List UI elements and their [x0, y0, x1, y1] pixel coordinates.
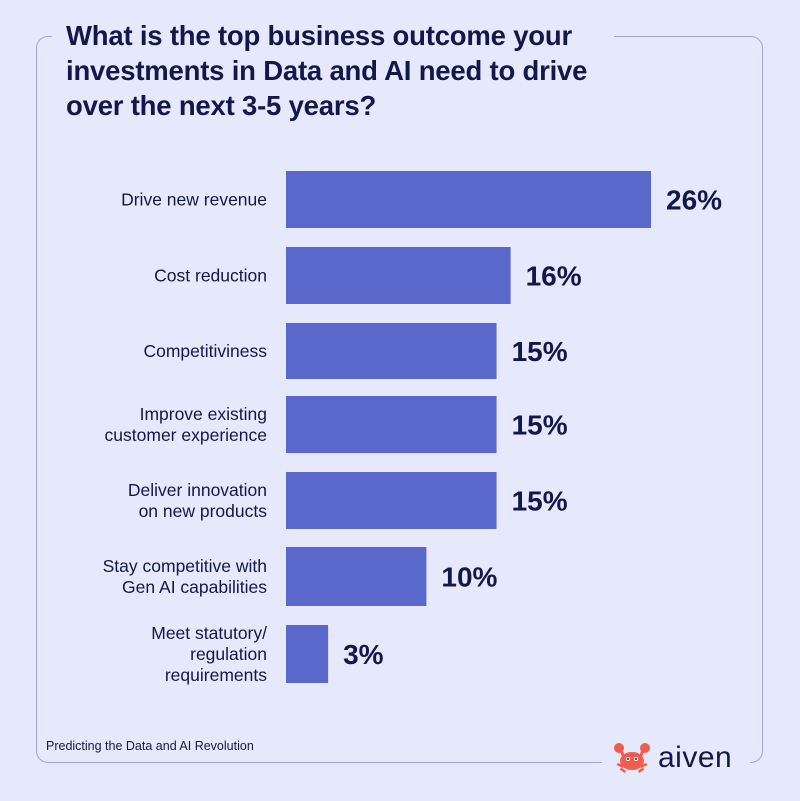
- category-label-5: Deliver innovation on new products: [128, 480, 267, 521]
- value-label-1: 26%: [666, 185, 722, 216]
- category-label-7: Meet statutory/regulation requirements: [151, 623, 267, 685]
- title-mask: [52, 20, 614, 130]
- value-label-7: 3%: [343, 639, 384, 670]
- value-label-4: 15%: [512, 410, 568, 441]
- bar-5: [286, 472, 497, 529]
- category-label-6: Stay competitive with Gen AI capabilities: [103, 556, 268, 597]
- bar-1: [286, 171, 651, 228]
- category-label-2: Cost reduction: [154, 266, 267, 286]
- category-label-1: Drive new revenue: [121, 190, 267, 210]
- category-label-4: Improve existing customer experience: [105, 404, 267, 445]
- brand-name: aiven: [658, 741, 733, 774]
- value-label-5: 15%: [512, 486, 568, 517]
- category-label-3: Competitiviness: [143, 341, 267, 361]
- brand-logo: aiven: [612, 738, 732, 778]
- bar-2: [286, 247, 511, 304]
- bar-7: [286, 625, 329, 683]
- bar-4: [286, 396, 497, 453]
- value-label-3: 15%: [512, 336, 568, 367]
- chart-title: What is the top business outcome your in…: [66, 20, 588, 121]
- bar-3: [286, 323, 497, 379]
- crab-icon: [614, 743, 650, 773]
- source-footer: Predicting the Data and AI Revolution: [46, 739, 254, 753]
- value-label-6: 10%: [441, 562, 497, 593]
- bar-6: [286, 547, 427, 606]
- value-label-2: 16%: [526, 261, 582, 292]
